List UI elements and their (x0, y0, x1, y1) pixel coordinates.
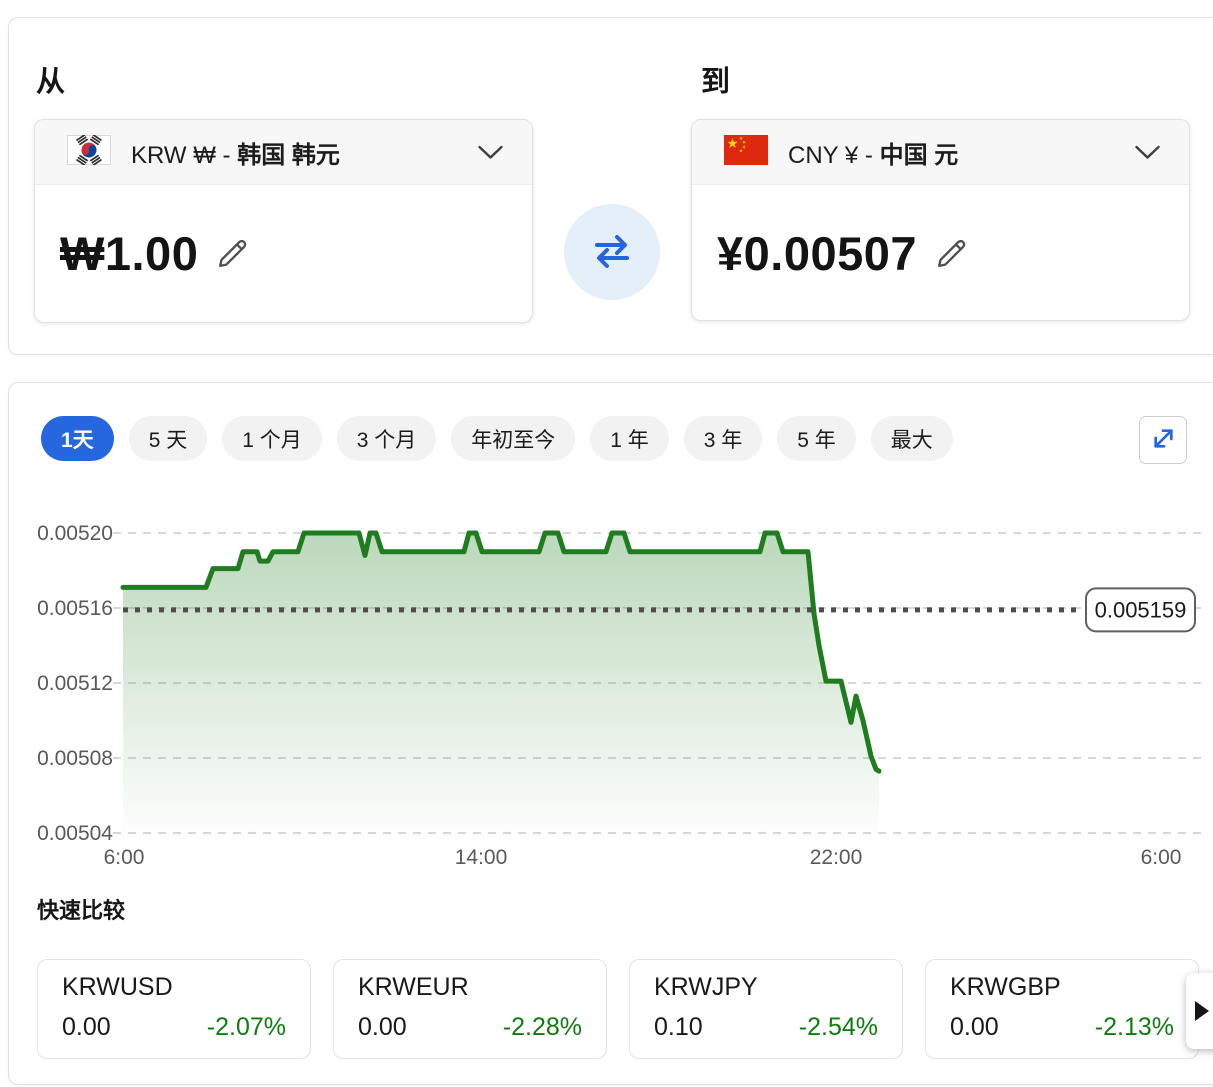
compare-value: 0.10 (654, 1013, 703, 1041)
time-range-tab-1天[interactable]: 1天 (41, 416, 114, 461)
compare-value: 0.00 (358, 1013, 407, 1041)
south-korea-flag-icon (67, 133, 111, 170)
chart-card: 1天 5 天 1 个月 3 个月 年初至今 1 年 3 年 5 年最大 0.00520 0.00… (8, 382, 1213, 1085)
chevron-down-icon (1134, 144, 1161, 161)
time-range-tab-1年[interactable]: 1 年 (590, 416, 669, 461)
chart-price-line (120, 530, 882, 774)
rate-chart[interactable]: 0.00520 0.00516 0.00512 0.00508 0.00504 0.00… (1, 501, 1213, 881)
next-arrow-icon (1195, 1001, 1209, 1021)
compare-card-KRWGBP[interactable]: KRWGBP 0.00 -2.13% (925, 959, 1199, 1059)
from-amount-value[interactable]: ₩1.00 (60, 226, 199, 280)
svg-text:22:00: 22:00 (810, 846, 863, 869)
chart-reference-line: 0.005159 (123, 587, 1196, 633)
to-currency-text: CNY ¥ - 中国 元 (788, 141, 959, 169)
compare-symbol: KRWGBP (950, 973, 1061, 1001)
from-currency-selector[interactable]: KRW ₩ - 韩国 韩元 ₩1.00 (34, 119, 533, 323)
converter-card: 从 (8, 17, 1213, 355)
expand-icon (1150, 425, 1177, 455)
to-label: 到 (701, 66, 731, 98)
time-range-tab-3年[interactable]: 3 年 (683, 416, 763, 461)
compare-change: -2.13% (1094, 1013, 1174, 1041)
quick-compare-row: KRWUSD 0.00 -2.07% KRWEUR 0.00 -2.28% KR… (37, 959, 1199, 1059)
svg-text:14:00: 14:00 (455, 846, 508, 869)
to-currency-dropdown[interactable]: CNY ¥ - 中国 元 (692, 120, 1189, 185)
compare-card-KRWJPY[interactable]: KRWJPY 0.10 -2.54% (629, 959, 903, 1059)
carousel-next-button[interactable] (1186, 973, 1213, 1049)
from-currency-text: KRW ₩ - 韩国 韩元 (131, 141, 340, 169)
to-amount-value[interactable]: ¥0.00507 (717, 226, 918, 280)
compare-symbol: KRWEUR (358, 973, 469, 1001)
time-range-tab-5天[interactable]: 5 天 (128, 416, 208, 461)
time-range-tab-5年[interactable]: 5 年 (777, 416, 856, 461)
edit-icon[interactable] (214, 235, 251, 272)
time-range-tab-年初至今[interactable]: 年初至今 (451, 416, 576, 461)
svg-text:0.00508: 0.00508 (37, 747, 113, 770)
svg-text:6:00: 6:00 (1141, 846, 1182, 869)
swap-currencies-button[interactable] (564, 204, 660, 300)
svg-text:0.00504: 0.00504 (37, 822, 113, 845)
compare-symbol: KRWUSD (62, 973, 173, 1001)
svg-text:0.00520: 0.00520 (37, 522, 113, 545)
to-currency-selector[interactable]: CNY ¥ - 中国 元 ¥0.00507 (691, 119, 1190, 321)
compare-value: 0.00 (950, 1013, 999, 1041)
from-label: 从 (36, 66, 66, 98)
edit-icon[interactable] (933, 235, 970, 272)
time-range-tab-3个月[interactable]: 3 个月 (336, 416, 437, 461)
reference-value-label: 0.005159 (1095, 597, 1187, 622)
chart-axis-labels: 6:00 14:00 22:00 6:00 (104, 846, 1182, 869)
svg-text:0.00516: 0.00516 (37, 597, 113, 620)
compare-symbol: KRWJPY (654, 973, 758, 1001)
swap-arrows-icon (586, 225, 638, 280)
time-range-tab-1个月[interactable]: 1 个月 (222, 416, 322, 461)
compare-change: -2.28% (502, 1013, 582, 1041)
quick-compare-title: 快速比较 (37, 898, 126, 923)
chevron-down-icon (477, 144, 504, 161)
compare-change: -2.54% (798, 1013, 878, 1041)
china-flag-icon (724, 134, 768, 170)
compare-change: -2.07% (206, 1013, 286, 1041)
compare-card-KRWUSD[interactable]: KRWUSD 0.00 -2.07% (37, 959, 311, 1059)
svg-text:0.00512: 0.00512 (37, 672, 113, 695)
compare-value: 0.00 (62, 1013, 111, 1041)
time-range-tabs: 1天 5 天 1 个月 3 个月 年初至今 1 年 3 年 5 年最大 (41, 416, 953, 461)
expand-chart-button[interactable] (1139, 416, 1187, 464)
compare-card-KRWEUR[interactable]: KRWEUR 0.00 -2.28% (333, 959, 607, 1059)
chart-area-fill (123, 533, 879, 833)
time-range-tab-最大[interactable]: 最大 (870, 416, 953, 461)
svg-text:6:00: 6:00 (104, 846, 145, 869)
from-currency-dropdown[interactable]: KRW ₩ - 韩国 韩元 (35, 120, 532, 185)
